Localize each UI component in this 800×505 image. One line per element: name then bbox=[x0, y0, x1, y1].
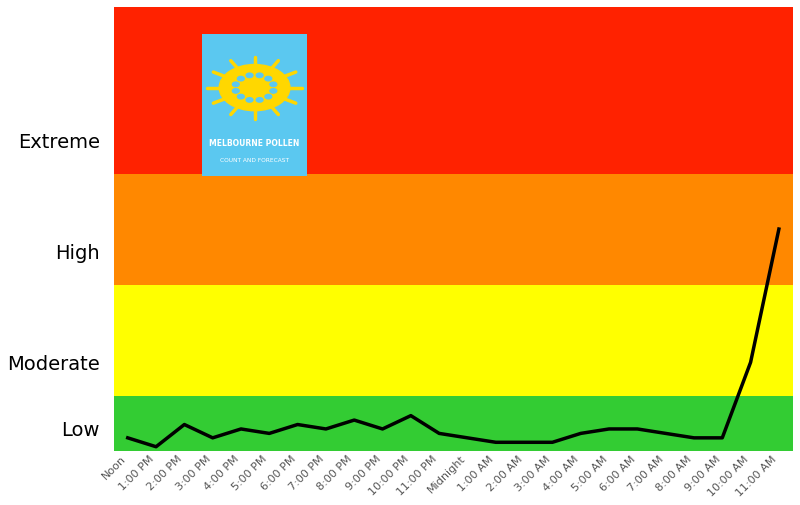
FancyBboxPatch shape bbox=[202, 34, 307, 176]
Text: COUNT AND FORECAST: COUNT AND FORECAST bbox=[220, 158, 289, 163]
Circle shape bbox=[256, 97, 263, 102]
Circle shape bbox=[238, 94, 244, 99]
Circle shape bbox=[265, 76, 272, 81]
Bar bbox=[114, 395, 793, 451]
Circle shape bbox=[246, 97, 253, 102]
Circle shape bbox=[219, 65, 290, 111]
Circle shape bbox=[233, 82, 239, 86]
Circle shape bbox=[256, 73, 263, 78]
Bar bbox=[114, 7, 793, 174]
Bar bbox=[114, 174, 793, 285]
Circle shape bbox=[238, 76, 244, 81]
Circle shape bbox=[270, 82, 277, 86]
Circle shape bbox=[270, 89, 277, 93]
Circle shape bbox=[246, 73, 253, 78]
Circle shape bbox=[233, 89, 239, 93]
Bar bbox=[114, 285, 793, 395]
Text: MELBOURNE POLLEN: MELBOURNE POLLEN bbox=[210, 138, 300, 147]
Circle shape bbox=[265, 94, 272, 99]
